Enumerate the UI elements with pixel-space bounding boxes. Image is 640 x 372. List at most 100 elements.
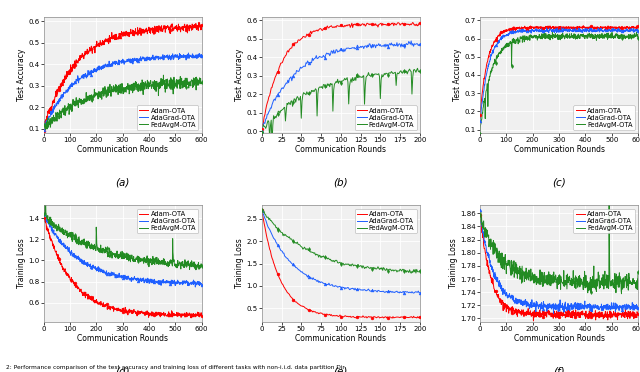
Line: FedAvgM-OTA: FedAvgM-OTA	[44, 75, 202, 132]
FedAvgM-OTA	[70, 102, 77, 106]
AdaGrad-OTA	[50, 230, 58, 234]
AdaGrad-OTA	[558, 26, 566, 30]
FedAvgM-OTA	[92, 93, 100, 97]
FedAvgM-OTA	[40, 123, 47, 127]
AdaGrad-OTA	[259, 210, 266, 215]
Adam-OTA	[403, 315, 411, 320]
FedAvgM-OTA	[198, 264, 205, 268]
Line: Adam-OTA: Adam-OTA	[480, 214, 638, 321]
Adam-OTA	[634, 24, 640, 28]
Line: Adam-OTA: Adam-OTA	[262, 210, 420, 318]
AdaGrad-OTA	[476, 119, 484, 123]
AdaGrad-OTA	[191, 285, 199, 289]
X-axis label: Communication Rounds: Communication Rounds	[295, 145, 387, 154]
Line: FedAvgM-OTA: FedAvgM-OTA	[262, 210, 420, 273]
Y-axis label: Test Accuracy: Test Accuracy	[236, 49, 244, 101]
Legend: Adam-OTA, AdaGrad-OTA, FedAvgM-OTA: Adam-OTA, AdaGrad-OTA, FedAvgM-OTA	[573, 209, 635, 233]
AdaGrad-OTA	[416, 42, 424, 46]
Legend: Adam-OTA, AdaGrad-OTA, FedAvgM-OTA: Adam-OTA, AdaGrad-OTA, FedAvgM-OTA	[137, 209, 198, 233]
AdaGrad-OTA	[506, 32, 513, 36]
FedAvgM-OTA	[506, 41, 513, 45]
FedAvgM-OTA	[476, 132, 484, 136]
Line: FedAvgM-OTA: FedAvgM-OTA	[480, 184, 638, 294]
AdaGrad-OTA	[403, 41, 410, 46]
FedAvgM-OTA	[344, 80, 352, 84]
FedAvgM-OTA	[198, 80, 205, 85]
Adam-OTA	[416, 315, 424, 320]
AdaGrad-OTA	[550, 311, 557, 315]
FedAvgM-OTA	[50, 119, 58, 123]
FedAvgM-OTA	[316, 253, 323, 257]
FedAvgM-OTA	[476, 212, 484, 217]
Adam-OTA	[92, 45, 100, 49]
FedAvgM-OTA	[634, 270, 640, 274]
FedAvgM-OTA	[634, 36, 640, 40]
Adam-OTA	[530, 319, 538, 323]
AdaGrad-OTA	[193, 56, 201, 61]
FedAvgM-OTA	[188, 263, 195, 267]
AdaGrad-OTA	[343, 286, 351, 290]
AdaGrad-OTA	[166, 53, 173, 57]
Line: Adam-OTA: Adam-OTA	[44, 217, 202, 318]
AdaGrad-OTA	[50, 106, 58, 110]
Adam-OTA	[324, 313, 332, 317]
Adam-OTA	[486, 274, 494, 278]
Adam-OTA	[166, 311, 173, 316]
FedAvgM-OTA	[403, 72, 411, 76]
AdaGrad-OTA	[506, 291, 513, 296]
AdaGrad-OTA	[634, 29, 640, 33]
AdaGrad-OTA	[258, 129, 266, 134]
AdaGrad-OTA	[602, 28, 610, 32]
AdaGrad-OTA	[166, 280, 173, 284]
FedAvgM-OTA	[416, 69, 424, 73]
AdaGrad-OTA	[316, 54, 323, 59]
Adam-OTA	[409, 20, 417, 25]
Adam-OTA	[188, 314, 195, 319]
AdaGrad-OTA	[624, 307, 632, 311]
FedAvgM-OTA	[486, 74, 494, 79]
FedAvgM-OTA	[40, 129, 48, 134]
FedAvgM-OTA	[272, 225, 280, 230]
Adam-OTA	[258, 127, 266, 132]
Y-axis label: Training Loss: Training Loss	[236, 239, 244, 288]
Legend: Adam-OTA, AdaGrad-OTA, FedAvgM-OTA: Adam-OTA, AdaGrad-OTA, FedAvgM-OTA	[355, 209, 417, 233]
FedAvgM-OTA	[92, 248, 100, 253]
Adam-OTA	[602, 25, 610, 30]
Adam-OTA	[40, 129, 47, 133]
Text: (f): (f)	[553, 366, 565, 372]
Adam-OTA	[343, 24, 351, 28]
AdaGrad-OTA	[630, 29, 637, 33]
AdaGrad-OTA	[602, 307, 610, 312]
Adam-OTA	[316, 27, 323, 31]
FedAvgM-OTA	[605, 182, 613, 186]
AdaGrad-OTA	[69, 82, 77, 87]
Adam-OTA	[40, 216, 47, 220]
X-axis label: Communication Rounds: Communication Rounds	[513, 145, 605, 154]
Adam-OTA	[258, 208, 266, 212]
Line: Adam-OTA: Adam-OTA	[480, 26, 638, 115]
AdaGrad-OTA	[92, 267, 100, 271]
AdaGrad-OTA	[258, 207, 266, 212]
Adam-OTA	[193, 28, 200, 32]
FedAvgM-OTA	[42, 199, 49, 203]
Adam-OTA	[193, 312, 201, 316]
Adam-OTA	[343, 314, 351, 319]
Line: Adam-OTA: Adam-OTA	[44, 22, 202, 131]
FedAvgM-OTA	[602, 35, 610, 39]
FedAvgM-OTA	[403, 270, 410, 275]
Adam-OTA	[40, 214, 47, 219]
FedAvgM-OTA	[316, 84, 324, 89]
Line: AdaGrad-OTA: AdaGrad-OTA	[262, 209, 420, 293]
Adam-OTA	[401, 316, 409, 321]
Y-axis label: Training Loss: Training Loss	[17, 239, 26, 288]
Adam-OTA	[188, 25, 195, 30]
Adam-OTA	[316, 311, 323, 315]
Adam-OTA	[403, 22, 410, 27]
Adam-OTA	[624, 25, 632, 30]
Adam-OTA	[198, 314, 205, 318]
FedAvgM-OTA	[343, 262, 351, 266]
FedAvgM-OTA	[407, 271, 415, 275]
FedAvgM-OTA	[192, 267, 200, 272]
FedAvgM-OTA	[416, 269, 424, 273]
AdaGrad-OTA	[40, 212, 47, 216]
